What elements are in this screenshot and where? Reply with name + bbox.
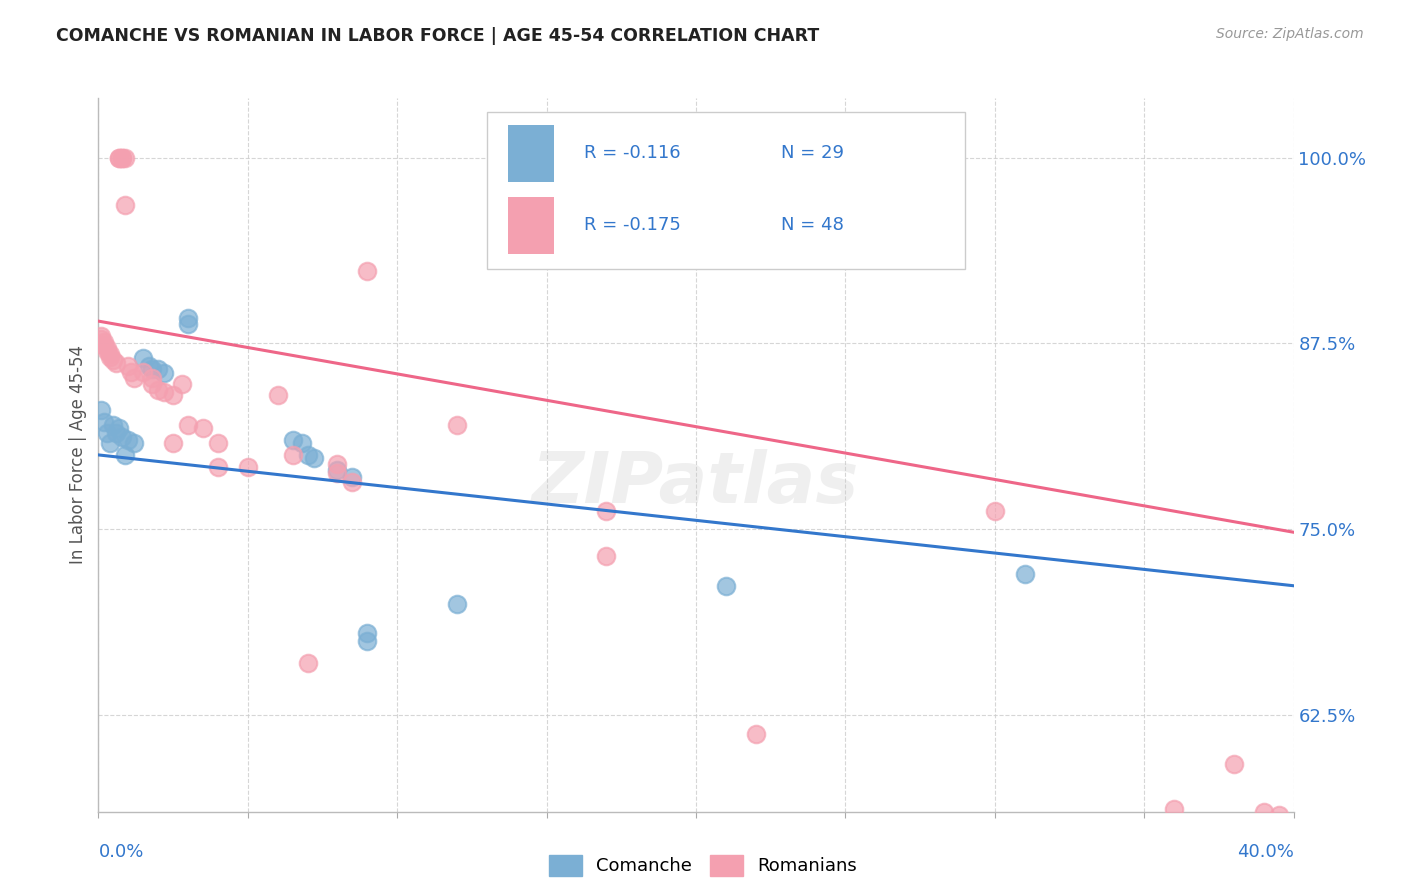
Point	[297, 656, 319, 670]
Point	[117, 359, 139, 373]
Point	[1014, 566, 1036, 581]
Point	[108, 151, 131, 165]
Point	[111, 430, 134, 444]
Point	[153, 385, 176, 400]
Point	[114, 448, 136, 462]
Point	[177, 317, 200, 331]
Point	[162, 388, 184, 402]
Text: ZIPatlas: ZIPatlas	[533, 449, 859, 518]
Point	[96, 343, 118, 358]
Point	[342, 475, 364, 489]
Point	[1223, 757, 1246, 772]
Point	[236, 459, 259, 474]
FancyBboxPatch shape	[486, 112, 965, 269]
Point	[98, 350, 122, 364]
Point	[326, 466, 349, 480]
Point	[177, 311, 200, 326]
Point	[141, 361, 163, 376]
Point	[191, 421, 214, 435]
FancyBboxPatch shape	[509, 125, 554, 182]
Point	[96, 425, 118, 440]
Point	[132, 365, 155, 379]
Point	[93, 338, 115, 352]
Point	[302, 450, 325, 465]
Point	[153, 366, 176, 380]
Text: Source: ZipAtlas.com: Source: ZipAtlas.com	[1216, 27, 1364, 41]
Point	[114, 198, 136, 212]
Text: N = 48: N = 48	[780, 216, 844, 234]
Point	[114, 151, 136, 165]
Point	[326, 463, 349, 477]
Point	[111, 151, 134, 165]
Point	[267, 388, 290, 402]
Point	[120, 365, 142, 379]
Point	[132, 351, 155, 366]
Point	[983, 504, 1005, 518]
Point	[93, 334, 115, 349]
Point	[356, 263, 378, 277]
Point	[90, 332, 112, 346]
FancyBboxPatch shape	[509, 196, 554, 253]
Point	[207, 436, 229, 450]
Point	[595, 504, 617, 518]
Point	[108, 151, 131, 165]
Point	[141, 370, 163, 384]
Point	[326, 457, 349, 471]
Point	[446, 597, 468, 611]
Text: R = -0.175: R = -0.175	[583, 216, 681, 234]
Point	[90, 403, 112, 417]
Point	[207, 459, 229, 474]
Text: 40.0%: 40.0%	[1237, 843, 1294, 861]
Point	[103, 352, 125, 367]
Point	[297, 448, 319, 462]
Point	[446, 418, 468, 433]
Point	[745, 727, 768, 741]
Point	[342, 470, 364, 484]
Point	[177, 418, 200, 433]
Point	[714, 579, 737, 593]
Point	[162, 436, 184, 450]
Legend: Comanche, Romanians: Comanche, Romanians	[541, 847, 865, 883]
Y-axis label: In Labor Force | Age 45-54: In Labor Force | Age 45-54	[69, 345, 87, 565]
Text: R = -0.116: R = -0.116	[583, 145, 681, 162]
Point	[90, 329, 112, 343]
Point	[281, 433, 304, 447]
Text: COMANCHE VS ROMANIAN IN LABOR FORCE | AGE 45-54 CORRELATION CHART: COMANCHE VS ROMANIAN IN LABOR FORCE | AG…	[56, 27, 820, 45]
Point	[93, 415, 115, 429]
Point	[96, 341, 118, 355]
Point	[356, 626, 378, 640]
Point	[117, 433, 139, 447]
Point	[103, 418, 125, 433]
Point	[111, 151, 134, 165]
Point	[108, 421, 131, 435]
Point	[595, 549, 617, 563]
Point	[105, 425, 128, 440]
Text: 0.0%: 0.0%	[98, 843, 143, 861]
Point	[148, 383, 170, 397]
Point	[148, 361, 170, 376]
Point	[98, 436, 122, 450]
Point	[172, 376, 194, 391]
Point	[1267, 807, 1289, 822]
Text: N = 29: N = 29	[780, 145, 844, 162]
Point	[98, 347, 122, 361]
Point	[141, 376, 163, 391]
Point	[124, 436, 146, 450]
Point	[105, 356, 128, 370]
Point	[138, 359, 160, 373]
Point	[290, 436, 312, 450]
Point	[1163, 802, 1185, 816]
Point	[281, 448, 304, 462]
Point	[124, 370, 146, 384]
Point	[1253, 805, 1275, 819]
Point	[356, 633, 378, 648]
